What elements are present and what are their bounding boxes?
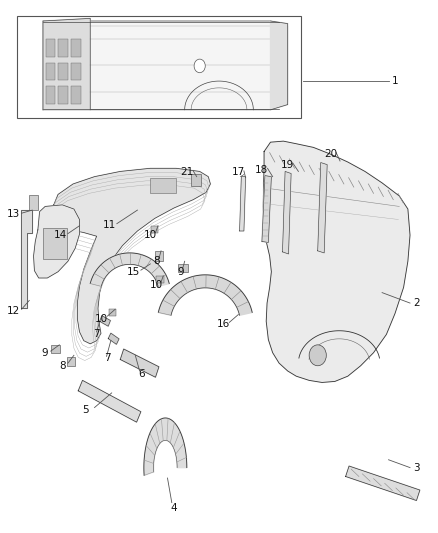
Bar xyxy=(71,63,81,80)
Text: 18: 18 xyxy=(255,165,268,175)
Text: 8: 8 xyxy=(59,361,66,371)
Bar xyxy=(150,177,176,193)
Text: 8: 8 xyxy=(153,256,160,266)
Bar xyxy=(71,86,81,103)
Polygon shape xyxy=(90,253,169,286)
Polygon shape xyxy=(346,466,420,500)
Circle shape xyxy=(309,345,326,366)
Bar xyxy=(178,264,187,272)
Bar xyxy=(51,345,60,353)
Polygon shape xyxy=(120,349,159,377)
Bar xyxy=(46,39,55,56)
Bar xyxy=(155,252,163,261)
Text: 11: 11 xyxy=(103,220,116,230)
Bar xyxy=(58,39,68,56)
Text: 12: 12 xyxy=(7,306,21,316)
Bar xyxy=(46,63,55,80)
Text: 10: 10 xyxy=(95,314,107,324)
Polygon shape xyxy=(318,163,327,253)
Text: 19: 19 xyxy=(281,160,294,169)
Text: 10: 10 xyxy=(144,230,157,240)
Bar xyxy=(109,309,117,316)
Bar xyxy=(17,16,300,118)
Text: 13: 13 xyxy=(7,209,21,219)
Polygon shape xyxy=(159,275,252,315)
Polygon shape xyxy=(100,316,110,326)
Bar xyxy=(58,63,68,80)
Text: 5: 5 xyxy=(83,405,89,415)
Bar xyxy=(191,174,201,185)
Polygon shape xyxy=(78,381,141,422)
Text: 17: 17 xyxy=(232,167,245,177)
Polygon shape xyxy=(144,418,187,475)
Bar xyxy=(71,39,81,56)
Polygon shape xyxy=(240,176,246,231)
Text: 20: 20 xyxy=(324,149,337,159)
Bar xyxy=(151,226,159,232)
Polygon shape xyxy=(262,175,272,243)
Text: 7: 7 xyxy=(104,353,111,363)
Polygon shape xyxy=(263,141,410,383)
Text: 16: 16 xyxy=(217,319,230,329)
Polygon shape xyxy=(283,172,291,254)
Text: 9: 9 xyxy=(177,266,184,277)
Circle shape xyxy=(194,59,205,72)
Text: 10: 10 xyxy=(150,280,163,290)
Text: 9: 9 xyxy=(42,348,49,358)
Text: 1: 1 xyxy=(392,76,398,86)
Polygon shape xyxy=(21,210,32,308)
Text: 14: 14 xyxy=(53,230,67,240)
Bar xyxy=(46,86,55,103)
Bar xyxy=(58,86,68,103)
Polygon shape xyxy=(53,168,210,344)
Polygon shape xyxy=(271,21,288,110)
Text: 6: 6 xyxy=(138,369,145,378)
Polygon shape xyxy=(43,19,90,110)
FancyBboxPatch shape xyxy=(43,228,67,259)
Text: 2: 2 xyxy=(413,298,420,308)
Text: 21: 21 xyxy=(180,167,194,177)
Bar xyxy=(67,357,75,366)
Polygon shape xyxy=(43,21,288,110)
Polygon shape xyxy=(34,205,79,278)
Text: 4: 4 xyxy=(171,503,177,513)
Text: 15: 15 xyxy=(127,266,140,277)
Text: 7: 7 xyxy=(93,329,100,340)
Bar xyxy=(156,277,164,283)
Text: 3: 3 xyxy=(413,463,420,473)
Bar xyxy=(29,196,38,210)
Polygon shape xyxy=(108,333,119,344)
